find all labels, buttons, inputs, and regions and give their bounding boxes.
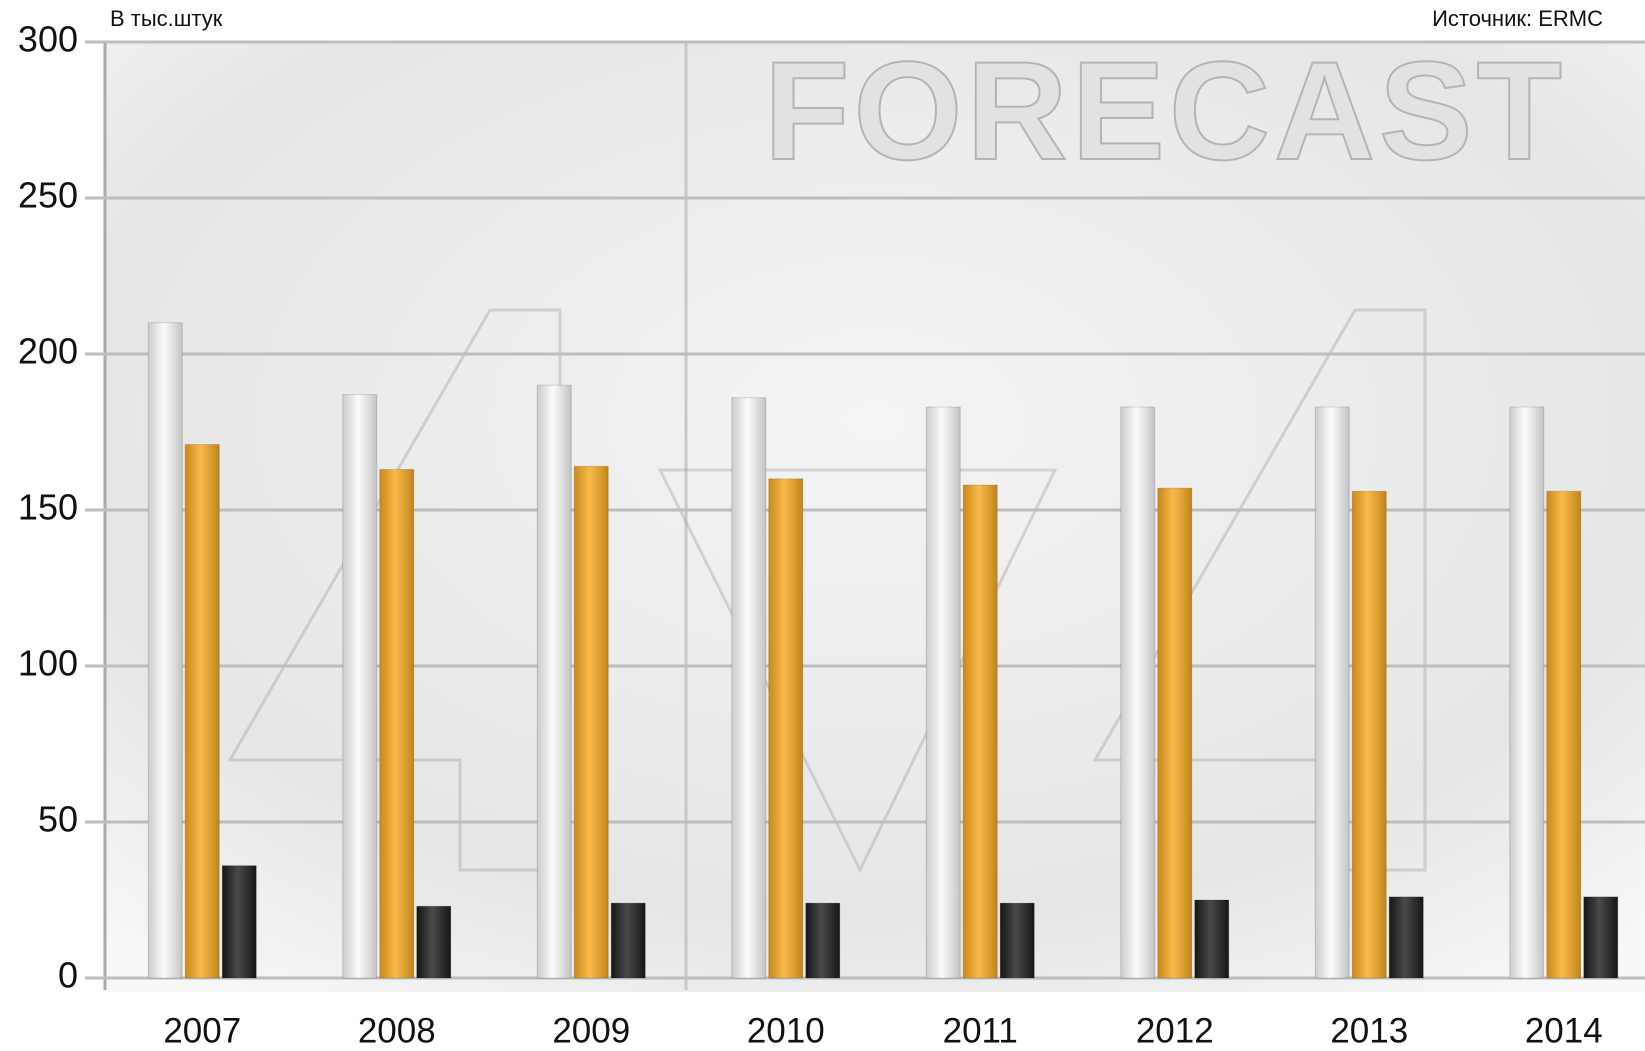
x-tick-label: 2012 xyxy=(1136,1011,1214,1050)
x-tick-label: 2010 xyxy=(747,1011,825,1050)
source: Источник: ERMC xyxy=(1432,6,1603,31)
bar xyxy=(147,322,183,979)
bar xyxy=(610,902,646,979)
x-tick-label: 2009 xyxy=(552,1011,630,1050)
y-tick-label: 50 xyxy=(38,799,78,840)
bar xyxy=(342,394,378,979)
bar xyxy=(221,865,257,979)
x-tick-label: 2013 xyxy=(1330,1011,1408,1050)
bar xyxy=(416,905,452,979)
bar xyxy=(1120,406,1156,979)
y-tick-label: 200 xyxy=(18,331,78,372)
bar xyxy=(1157,487,1193,979)
bar xyxy=(925,406,961,979)
bar xyxy=(536,384,572,979)
bar xyxy=(1351,490,1387,979)
x-tick-label: 2008 xyxy=(358,1011,436,1050)
unit-note: В тыс.штук xyxy=(110,6,223,31)
bar xyxy=(1583,896,1619,979)
y-tick-label: 150 xyxy=(18,487,78,528)
x-tick-label: 2011 xyxy=(943,1011,1018,1050)
bar xyxy=(573,465,609,979)
bar xyxy=(805,902,841,979)
y-tick-label: 100 xyxy=(18,643,78,684)
bar xyxy=(962,484,998,979)
bar xyxy=(999,902,1035,979)
y-tick-label: 300 xyxy=(18,19,78,60)
bar xyxy=(184,443,220,979)
x-tick-label: 2007 xyxy=(163,1011,241,1050)
watermark: FORECAST xyxy=(764,32,1566,189)
bar xyxy=(1314,406,1350,979)
y-tick-label: 0 xyxy=(58,955,78,996)
bar xyxy=(1388,896,1424,979)
x-tick-label: 2014 xyxy=(1525,1011,1603,1050)
y-tick-label: 250 xyxy=(18,175,78,216)
bar xyxy=(768,478,804,979)
bar xyxy=(379,468,415,979)
bar xyxy=(1509,406,1545,979)
bar xyxy=(731,397,767,979)
bar xyxy=(1546,490,1582,979)
bar xyxy=(1194,899,1230,979)
